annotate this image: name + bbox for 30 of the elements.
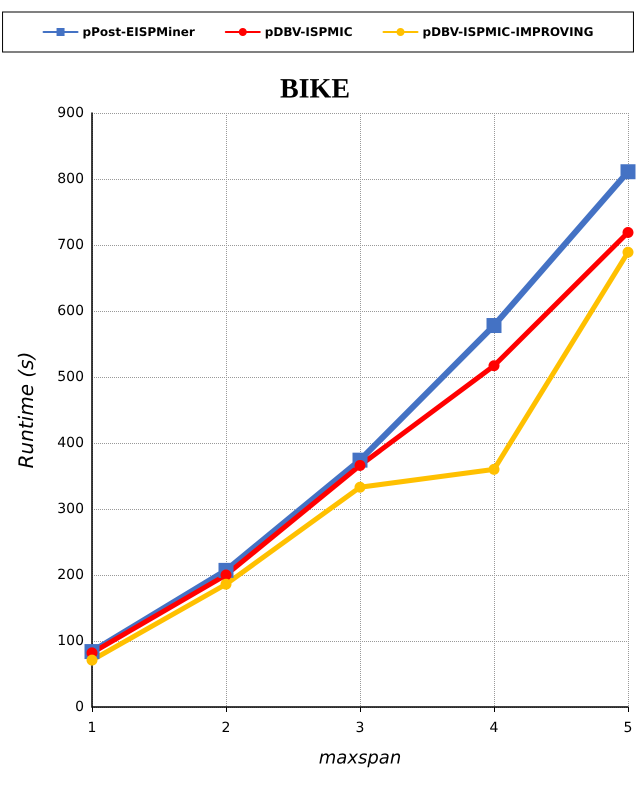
legend-label: pPost-EISPMiner (82, 25, 195, 39)
y-tick-label: 400 (57, 435, 84, 451)
y-tick-label: 700 (57, 237, 84, 253)
y-tick-label: 900 (57, 105, 84, 121)
y-tick-label: 800 (57, 171, 84, 187)
x-tick-label: 4 (490, 720, 499, 736)
chart-title: BIKE (280, 74, 350, 104)
point (488, 464, 500, 475)
point (488, 360, 500, 372)
y-axis-title: Runtime (s) (14, 352, 38, 468)
point (622, 226, 634, 238)
x-tick-label: 3 (356, 720, 364, 736)
x-tick-label: 5 (624, 720, 632, 736)
x-tick-label: 1 (88, 720, 96, 736)
y-tick-label: 500 (57, 369, 84, 385)
point (86, 654, 98, 666)
y-tick-label: 100 (57, 633, 84, 649)
point (622, 246, 634, 258)
y-tick-label: 600 (57, 303, 84, 319)
point (354, 482, 366, 493)
point (486, 318, 502, 334)
y-tick-label: 200 (57, 567, 84, 583)
point (220, 578, 232, 590)
x-tick-label: 2 (222, 720, 230, 736)
legend-label: pDBV-ISPMIC-IMPROVING (422, 25, 594, 39)
x-axis-title: maxspan (318, 748, 402, 768)
point (620, 164, 636, 180)
legend-label: pDBV-ISPMIC (264, 25, 353, 39)
y-tick-label: 300 (57, 501, 84, 517)
y-tick-label: 0 (75, 699, 84, 715)
